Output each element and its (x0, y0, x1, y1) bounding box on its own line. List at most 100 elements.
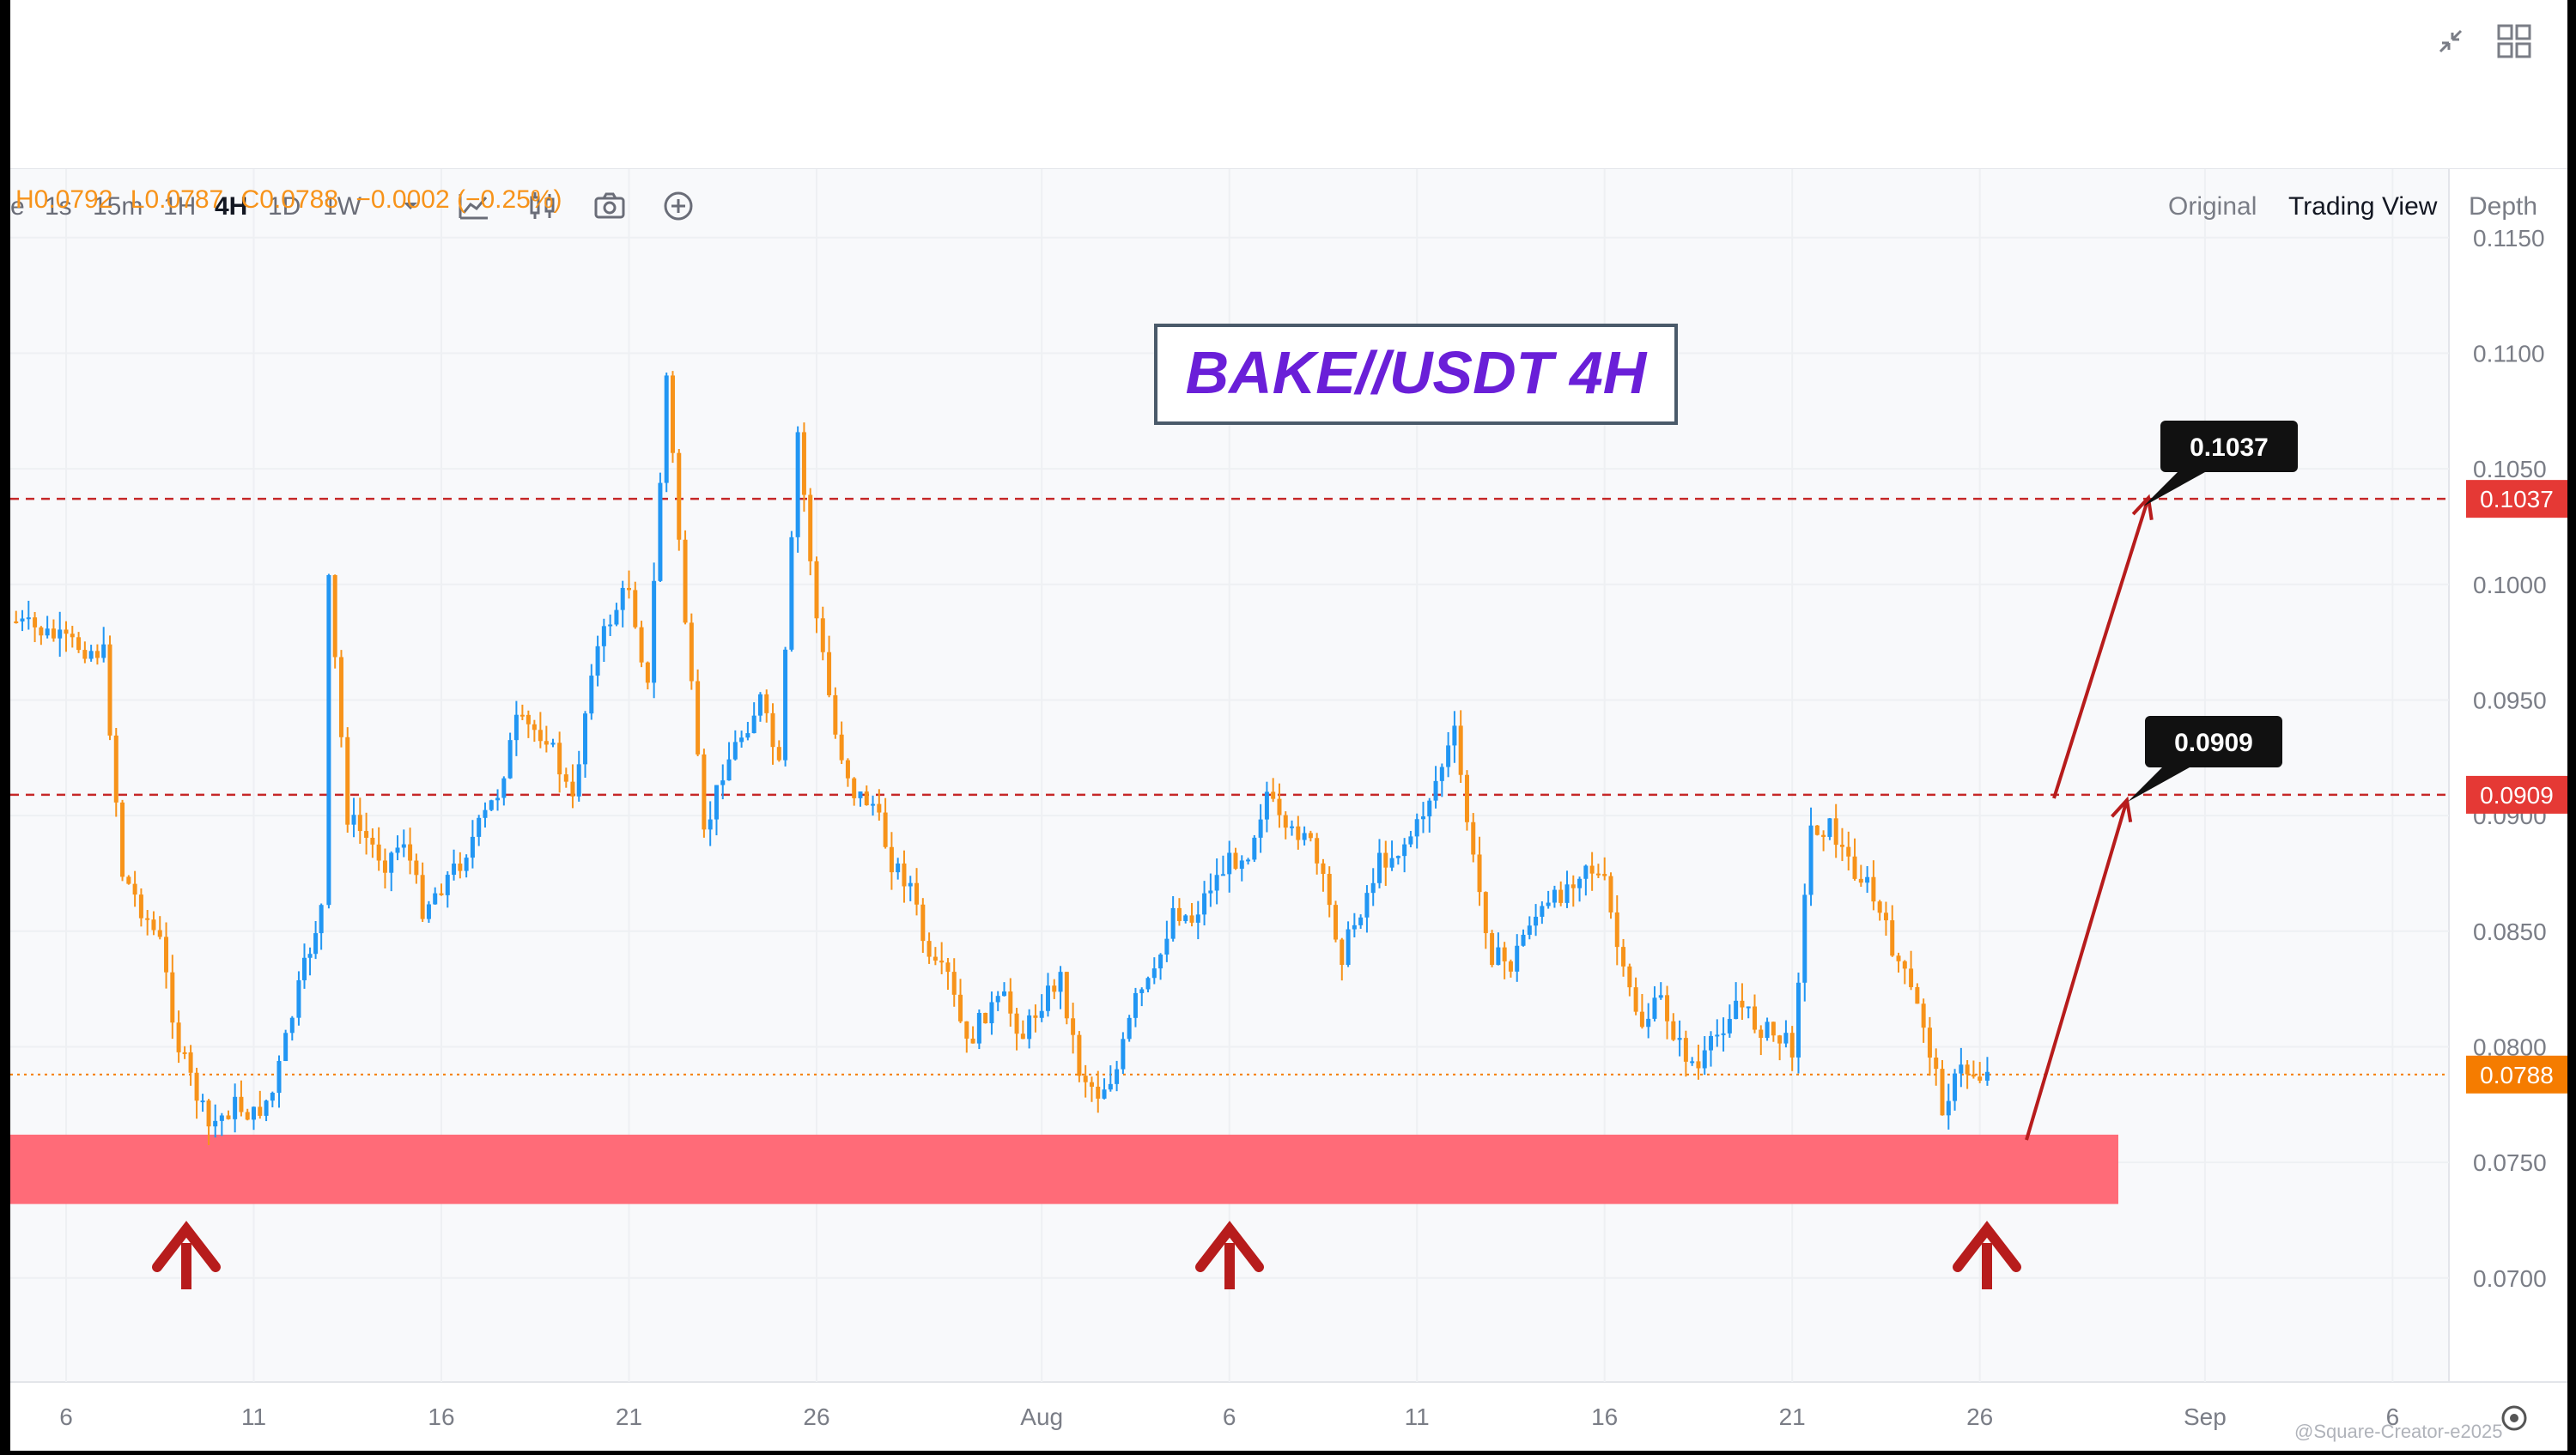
candle (1496, 932, 1501, 966)
candle-body (1552, 889, 1557, 903)
candle (414, 853, 419, 884)
candle-body (544, 741, 549, 745)
candle (58, 611, 63, 658)
candle-body (357, 815, 362, 832)
candle (708, 801, 713, 846)
candle (389, 851, 394, 892)
candle (1308, 830, 1313, 842)
candle (1089, 1076, 1094, 1102)
timeframe-4h[interactable]: 4H (215, 192, 248, 221)
candle-body (1639, 1011, 1644, 1028)
candle (550, 738, 556, 748)
view-trading-view[interactable]: Trading View (2288, 192, 2438, 221)
timeframe-1h[interactable]: 1H (163, 192, 197, 221)
candle (1946, 1083, 1951, 1130)
candle (538, 712, 543, 749)
candle-body (51, 628, 56, 639)
candle (1264, 781, 1269, 833)
candle-body (1039, 1010, 1044, 1018)
candle-body (902, 863, 907, 887)
candle (664, 372, 669, 493)
candle (483, 802, 488, 828)
candle-body (1934, 1058, 1939, 1070)
timeframe-partial[interactable]: e (10, 192, 25, 221)
x-tick-label: 6 (59, 1403, 73, 1430)
candle-body (1795, 982, 1801, 1058)
candle-body (283, 1033, 289, 1062)
candle-body (896, 863, 901, 873)
candle (1296, 815, 1301, 850)
candle (1683, 1030, 1688, 1077)
candle-body (507, 740, 513, 779)
candle-body (1414, 819, 1419, 837)
candle-body (1896, 955, 1901, 961)
candle (589, 664, 594, 720)
view-depth[interactable]: Depth (2469, 192, 2538, 221)
candle-body (194, 1072, 199, 1101)
candle-body (883, 812, 888, 847)
candle (1477, 836, 1482, 906)
candle (519, 704, 525, 720)
candle (1427, 797, 1432, 833)
candle (939, 942, 945, 974)
gear-ring (2501, 1405, 2527, 1431)
candle (1909, 950, 1914, 991)
candle-body (833, 694, 838, 735)
layout-grid-icon[interactable] (2494, 21, 2535, 62)
candle-body (1671, 1021, 1676, 1040)
candle (1621, 938, 1626, 977)
candle-body (1802, 894, 1807, 983)
candle-body (239, 1096, 244, 1112)
candle-body (1783, 1033, 1789, 1044)
candle (33, 611, 38, 643)
candle (1515, 934, 1520, 982)
candle-body (464, 858, 469, 871)
candle-body (64, 629, 69, 634)
window-header (10, 0, 2567, 85)
candle-body (852, 778, 857, 798)
view-original[interactable]: Original (2168, 192, 2257, 221)
timeframe-1d[interactable]: 1D (268, 192, 301, 221)
candle-body (1020, 1034, 1025, 1040)
candle (132, 870, 137, 907)
candle-body (82, 650, 88, 659)
candle-body (677, 452, 682, 540)
candle (1777, 1034, 1783, 1061)
candle-body (1358, 917, 1364, 925)
arrow-line (2025, 799, 2129, 1141)
timeframe-15m[interactable]: 15m (93, 192, 143, 221)
candle-body (864, 791, 869, 806)
candle (1633, 977, 1638, 1015)
candle-body (1071, 1018, 1076, 1035)
candle-body (370, 837, 375, 845)
candle (1233, 847, 1238, 870)
candle (338, 650, 343, 748)
candle (1271, 778, 1276, 803)
chevron-down-icon[interactable] (392, 187, 429, 225)
candle (958, 979, 963, 1023)
price-chart[interactable]: 0.11500.11000.10500.10000.09500.09000.08… (10, 0, 2567, 1451)
badge-label: 0.0788 (2480, 1062, 2554, 1088)
candle-body (664, 375, 669, 483)
candle-body (1978, 1076, 1983, 1081)
candle-body (1170, 907, 1176, 939)
compare-icon[interactable] (524, 187, 562, 225)
camera-icon[interactable] (591, 187, 629, 225)
candle (1083, 1064, 1088, 1098)
candle (801, 422, 806, 512)
candle-body (233, 1096, 238, 1119)
add-icon[interactable] (659, 187, 697, 225)
candle-body (1433, 780, 1438, 801)
candle-body (1627, 966, 1632, 988)
candle-body (1164, 938, 1170, 955)
timeframe-1s[interactable]: 1s (45, 192, 72, 221)
indicators-icon[interactable] (455, 187, 493, 225)
collapse-icon[interactable] (2430, 21, 2471, 62)
timeframe-1w[interactable]: 1W (323, 192, 361, 221)
candle (1665, 985, 1670, 1040)
candle-body (1789, 1033, 1795, 1058)
candle (1721, 1017, 1726, 1052)
candle (1290, 820, 1295, 836)
candle-body (1971, 1074, 1976, 1077)
candle-body (489, 800, 494, 810)
